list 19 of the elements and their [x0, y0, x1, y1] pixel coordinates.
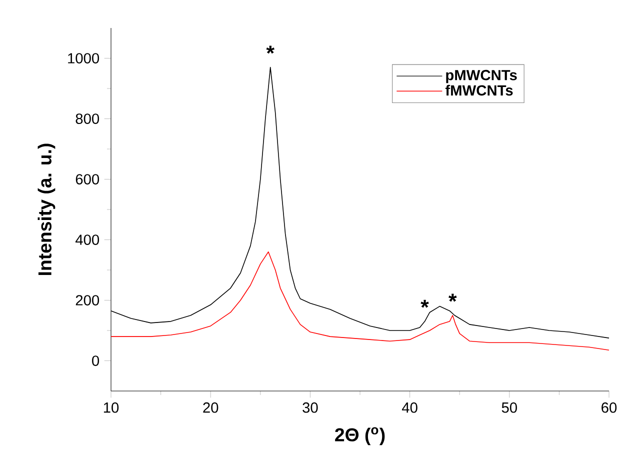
y-tick-label: 1000	[68, 53, 100, 64]
y-tick-label: 600	[76, 174, 100, 184]
y-tick-label: 800	[76, 114, 100, 124]
x-axis-title: 2Θ ($^{o}$)	[335, 427, 385, 446]
x-tick-label: 40	[402, 402, 418, 413]
annotation: *	[420, 300, 429, 308]
annotation: *	[448, 294, 457, 302]
x-tick-label: 30	[302, 402, 318, 413]
x-tick-label: 20	[203, 402, 218, 413]
y-tick-label: 400	[75, 234, 100, 245]
x-tick-label: 10	[104, 402, 119, 413]
y-tick-label: 200	[76, 295, 100, 306]
y-axis-title: Intensity (a. u.)	[38, 144, 56, 275]
x-tick-label: 60	[602, 402, 617, 413]
x-tick-label: 50	[502, 402, 517, 413]
annotation: *	[266, 46, 274, 54]
legend-label: fMWCNTs	[445, 84, 513, 96]
y-tick-label: 0	[92, 356, 100, 366]
legend-label: pMWCNTs	[446, 70, 517, 84]
